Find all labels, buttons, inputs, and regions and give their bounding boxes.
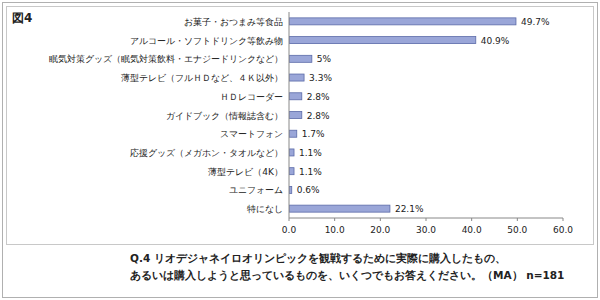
annotation: Q.4 リオデジャネイロオリンピックを観戦するために実際に購入したもの、 [130,252,506,265]
tick-mark [471,218,472,221]
tick-mark [517,218,518,221]
category-label: ユニフォーム [229,185,283,195]
data-label: 40.9% [481,36,510,46]
tick-label: 40.0 [462,225,482,235]
chart-title: 図4 [12,11,32,25]
data-label: 1.1% [299,167,322,177]
data-label: 5% [317,54,332,64]
tick-label: 20.0 [370,225,390,235]
data-label: 2.8% [307,92,330,102]
tick-mark [334,218,335,221]
bars [289,18,516,212]
annotation: あるいは購入しようと思っているものを、いくつでもお答えください。（MA） n=1… [130,269,564,282]
category-label: スマートフォン [220,129,283,139]
bar [289,149,294,156]
category-label: ガイドブック（情報誌含む） [166,111,283,121]
bar [289,55,312,62]
tick-label: 50.0 [507,225,527,235]
data-label: 22.1% [395,204,424,214]
data-label: 2.8% [307,111,330,121]
category-label: 特になし [247,204,283,214]
bar [289,168,294,175]
category-label: ＨＤレコーダー [220,92,283,102]
data-label: 3.3% [309,73,332,83]
outer-frame [3,3,598,298]
bar [289,93,302,100]
tick-mark [380,218,381,221]
tick-label: 10.0 [325,225,345,235]
tick-mark [289,218,290,221]
category-label: 薄型テレビ（4K） [208,167,283,177]
chart-svg: 図4 お菓子・おつまみ等食品アルコール・ソフトドリンク等飲み物眠気対策グッズ（眠気… [0,0,600,300]
bar [289,130,297,137]
tick-label: 60.0 [553,225,573,235]
category-axis [289,12,290,218]
tick-mark [426,218,427,221]
category-label: 応援グッズ（メガホン・タオルなど） [130,148,283,158]
tick-mark [563,218,564,221]
bar [289,205,390,212]
category-label: アルコール・ソフトドリンク等飲み物 [130,36,283,46]
bar [289,74,304,81]
chart-frame [7,7,594,245]
data-label: 0.6% [297,185,320,195]
category-label: 薄型テレビ（フルＨＤなど、４Ｋ以外） [121,73,283,83]
category-label: お菓子・おつまみ等食品 [184,17,283,27]
chart-root: 図4 お菓子・おつまみ等食品アルコール・ソフトドリンク等飲み物眠気対策グッズ（眠気… [0,0,600,300]
data-label: 1.1% [299,148,322,158]
data-label: 49.7% [521,17,550,27]
bar [289,112,302,119]
data-label: 1.7% [302,129,325,139]
tick-label: 30.0 [416,225,436,235]
category-label: 眠気対策グッズ（眠気対策飲料・エナジードリンクなど） [49,54,283,64]
bar [289,37,476,44]
bar [289,18,516,25]
tick-label: 0.0 [282,225,297,235]
